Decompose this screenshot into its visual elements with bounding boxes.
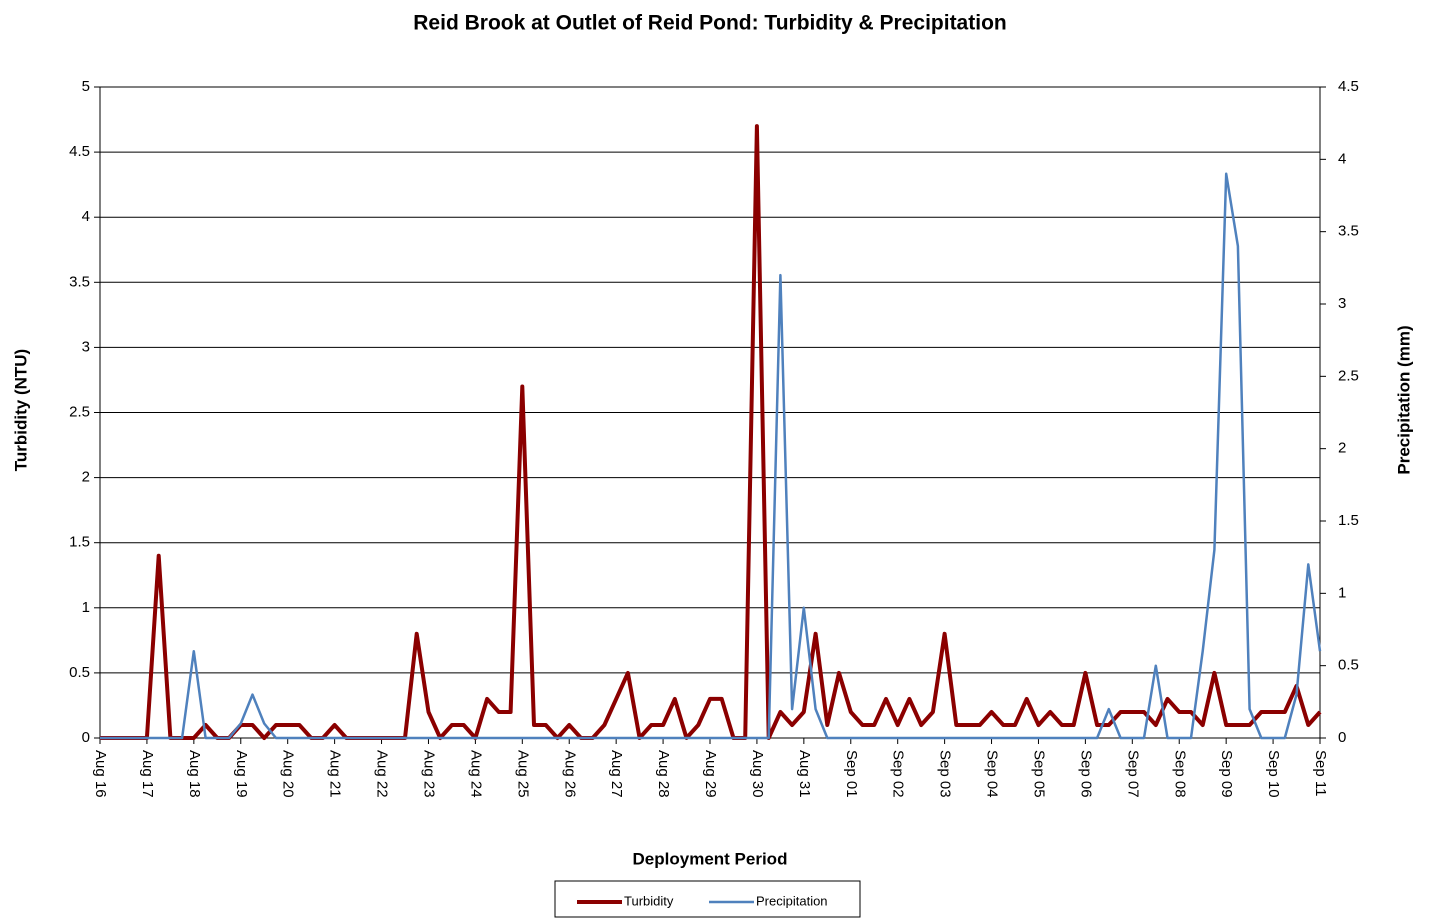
y2-tick-label: 1 xyxy=(1338,584,1346,601)
legend-label: Precipitation xyxy=(756,893,828,908)
y2-tick-label: 3 xyxy=(1338,295,1346,312)
x-tick-label: Sep 11 xyxy=(1312,750,1329,796)
y-tick-label: 4.5 xyxy=(69,143,90,160)
x-tick-label: Aug 30 xyxy=(749,750,766,798)
y2-tick-label: 1.5 xyxy=(1338,512,1359,529)
x-tick-label: Sep 03 xyxy=(937,750,954,798)
legend-label: Turbidity xyxy=(624,893,674,908)
x-tick-label: Aug 27 xyxy=(608,750,625,798)
y-axis-title: Turbidity (NTU) xyxy=(11,349,30,471)
y2-tick-label: 2.5 xyxy=(1338,367,1359,384)
x-tick-label: Aug 26 xyxy=(561,750,578,798)
y-tick-label: 2.5 xyxy=(69,403,90,420)
y-tick-label: 4 xyxy=(82,208,90,225)
y-tick-label: 1 xyxy=(82,599,90,616)
x-tick-label: Aug 20 xyxy=(280,750,297,798)
y2-tick-label: 0 xyxy=(1338,729,1346,746)
y-tick-label: 0 xyxy=(82,729,90,746)
series-line xyxy=(100,124,1322,740)
y2-tick-label: 4.5 xyxy=(1338,78,1359,95)
y2-tick-label: 4 xyxy=(1338,150,1346,167)
y-tick-label: 5 xyxy=(82,78,90,95)
x-tick-label: Sep 05 xyxy=(1030,750,1047,798)
x-axis-title: Deployment Period xyxy=(633,849,788,868)
y-tick-label: 3 xyxy=(82,338,90,355)
x-tick-label: Sep 10 xyxy=(1265,750,1282,798)
x-tick-label: Aug 25 xyxy=(514,750,531,798)
y-tick-label: 2 xyxy=(82,469,90,486)
x-tick-label: Sep 09 xyxy=(1218,750,1235,798)
y-tick-label: 1.5 xyxy=(69,534,90,551)
x-tick-label: Aug 24 xyxy=(467,750,484,798)
x-tick-label: Aug 18 xyxy=(186,750,203,798)
y2-axis-title: Precipitation (mm) xyxy=(1394,325,1413,474)
x-tick-label: Aug 22 xyxy=(374,750,391,798)
x-tick-label: Aug 28 xyxy=(655,750,672,798)
x-tick-label: Aug 21 xyxy=(327,750,344,798)
x-tick-label: Aug 17 xyxy=(139,750,156,798)
y2-tick-label: 3.5 xyxy=(1338,223,1359,240)
legend-box xyxy=(554,880,861,918)
x-tick-label: Sep 07 xyxy=(1124,750,1141,798)
chart-title: Reid Brook at Outlet of Reid Pond: Turbi… xyxy=(413,12,1006,35)
x-tick-label: Aug 19 xyxy=(233,750,250,798)
y2-tick-label: 0.5 xyxy=(1338,657,1359,674)
x-tick-label: Sep 06 xyxy=(1077,750,1094,798)
series-line xyxy=(100,172,1322,740)
x-tick-label: Sep 02 xyxy=(890,750,907,798)
y-tick-label: 0.5 xyxy=(69,664,90,681)
y2-tick-label: 2 xyxy=(1338,440,1346,457)
x-tick-label: Aug 31 xyxy=(796,750,813,798)
x-tick-label: Sep 01 xyxy=(843,750,860,798)
y-tick-label: 3.5 xyxy=(69,273,90,290)
x-tick-label: Sep 08 xyxy=(1171,750,1188,798)
x-tick-label: Aug 29 xyxy=(702,750,719,798)
x-tick-label: Aug 16 xyxy=(92,750,109,798)
x-tick-label: Sep 04 xyxy=(984,750,1001,798)
x-tick-label: Aug 23 xyxy=(420,750,437,798)
